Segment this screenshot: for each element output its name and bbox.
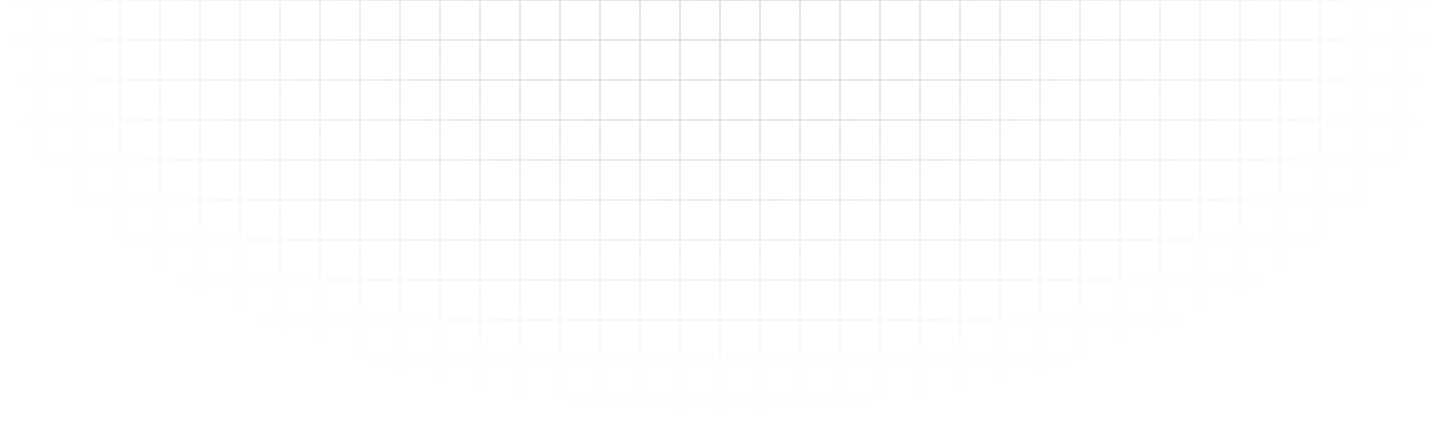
hero-background xyxy=(0,0,1440,442)
grid-pattern xyxy=(0,0,1440,442)
